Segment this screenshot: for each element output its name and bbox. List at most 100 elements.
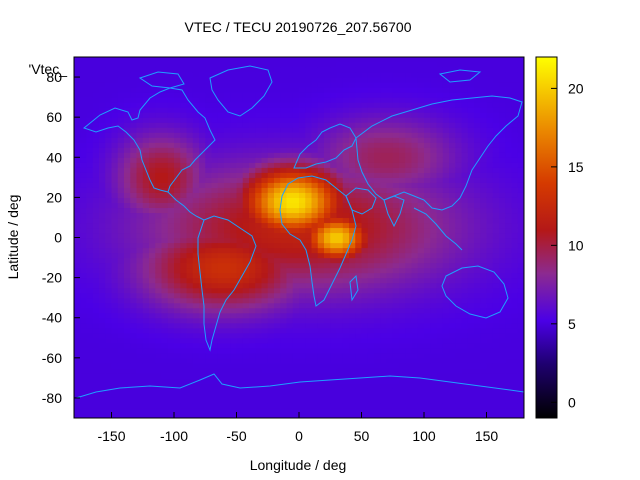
heatmap-cell <box>317 387 325 394</box>
heatmap-cell <box>267 327 275 334</box>
heatmap-cell <box>467 97 475 103</box>
heatmap-cell <box>130 412 138 418</box>
heatmap-cell <box>205 277 213 284</box>
heatmap-cell <box>192 132 200 138</box>
heatmap-cell <box>411 202 419 209</box>
heatmap-cell <box>480 157 488 163</box>
heatmap-cell <box>280 247 288 254</box>
heatmap-cell <box>111 142 119 148</box>
heatmap-cell <box>430 377 438 384</box>
heatmap-cell <box>361 392 369 399</box>
heatmap-cell <box>299 72 306 78</box>
heatmap-cell <box>486 402 494 409</box>
heatmap-cell <box>342 387 350 394</box>
heatmap-cell <box>361 362 369 369</box>
heatmap-cell <box>217 57 225 63</box>
heatmap-cell <box>486 122 494 128</box>
heatmap-cell <box>467 92 475 98</box>
heatmap-cell <box>380 182 388 188</box>
heatmap-cell <box>361 357 369 364</box>
heatmap-cell <box>255 282 263 289</box>
heatmap-cell <box>411 232 419 239</box>
heatmap-cell <box>361 112 369 118</box>
heatmap-cell <box>367 132 375 138</box>
heatmap-cell <box>367 412 375 418</box>
heatmap-cell <box>405 202 413 209</box>
heatmap-cell <box>455 197 463 203</box>
heatmap-cell <box>149 217 156 224</box>
heatmap-cell <box>124 112 131 118</box>
heatmap-cell <box>199 152 206 158</box>
heatmap-cell <box>186 132 194 138</box>
heatmap-cell <box>205 102 213 108</box>
heatmap-cell <box>474 397 481 404</box>
heatmap-cell <box>305 132 313 138</box>
heatmap-cell <box>324 212 331 219</box>
heatmap-cell <box>136 132 144 138</box>
heatmap-cell <box>411 357 419 364</box>
heatmap-cell <box>117 402 125 409</box>
heatmap-cell <box>192 292 200 299</box>
heatmap-cell <box>155 362 163 369</box>
heatmap-cell <box>380 102 388 108</box>
heatmap-cell <box>117 267 125 274</box>
heatmap-cell <box>174 122 181 128</box>
heatmap-cell <box>174 107 181 113</box>
heatmap-cell <box>167 392 175 399</box>
heatmap-cell <box>405 352 413 359</box>
heatmap-cell <box>105 302 113 309</box>
heatmap-cell <box>92 57 100 63</box>
heatmap-cell <box>124 82 131 88</box>
heatmap-cell <box>205 142 213 148</box>
heatmap-cell <box>192 327 200 334</box>
heatmap-cell <box>155 262 163 269</box>
heatmap-cell <box>299 292 306 299</box>
heatmap-cell <box>267 82 275 88</box>
heatmap-cell <box>399 137 406 143</box>
heatmap-cell <box>299 202 306 209</box>
heatmap-cell <box>236 292 244 299</box>
heatmap-cell <box>299 397 306 404</box>
heatmap-cell <box>142 402 150 409</box>
heatmap-cell <box>361 92 369 98</box>
heatmap-cell <box>117 72 125 78</box>
heatmap-cell <box>342 247 350 254</box>
heatmap-cell <box>399 412 406 418</box>
heatmap-cell <box>349 402 356 409</box>
heatmap-cell <box>280 142 288 148</box>
heatmap-cell <box>461 302 469 309</box>
heatmap-cell <box>274 167 281 173</box>
heatmap-cell <box>111 97 119 103</box>
heatmap-cell <box>405 57 413 63</box>
heatmap-cell <box>186 232 194 239</box>
heatmap-cell <box>436 92 444 98</box>
heatmap-cell <box>99 217 106 224</box>
heatmap-cell <box>480 412 488 418</box>
heatmap-cell <box>280 212 288 219</box>
heatmap-cell <box>330 327 338 334</box>
heatmap-cell <box>405 402 413 409</box>
heatmap-cell <box>117 277 125 284</box>
heatmap-cell <box>236 287 244 294</box>
heatmap-cell <box>417 187 425 193</box>
heatmap-cell <box>292 342 300 349</box>
heatmap-cell <box>324 282 331 289</box>
heatmap-cell <box>486 307 494 314</box>
heatmap-cell <box>167 307 175 314</box>
heatmap-cell <box>199 137 206 143</box>
heatmap-cell <box>167 222 175 229</box>
heatmap-cell <box>342 297 350 304</box>
heatmap-cell <box>467 142 475 148</box>
heatmap-cell <box>292 367 300 374</box>
heatmap-cell <box>211 162 219 168</box>
heatmap-cell <box>99 92 106 98</box>
heatmap-cell <box>149 177 156 183</box>
heatmap-cell <box>399 142 406 148</box>
heatmap-cell <box>236 97 244 103</box>
heatmap-cell <box>392 152 400 158</box>
heatmap-cell <box>330 237 338 244</box>
heatmap-cell <box>136 182 144 188</box>
heatmap-cell <box>149 227 156 234</box>
heatmap-cell <box>99 372 106 379</box>
heatmap-cell <box>211 217 219 224</box>
